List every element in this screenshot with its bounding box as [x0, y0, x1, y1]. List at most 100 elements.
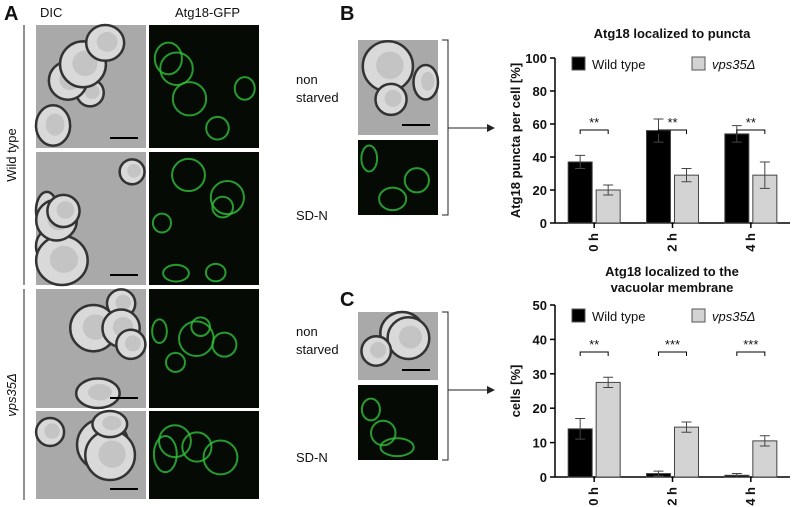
error-bar	[653, 470, 664, 477]
condition-label: non	[296, 324, 318, 339]
bar	[595, 381, 621, 478]
cell	[153, 41, 183, 76]
y-tick-label: 60	[533, 117, 547, 132]
error-bar	[681, 168, 692, 183]
error-bar	[681, 421, 692, 433]
vacuole	[420, 71, 435, 91]
significance-label: **	[589, 337, 599, 352]
legend-swatch	[571, 56, 586, 71]
chart-title: Atg18 localized to puncta	[594, 26, 752, 41]
cell	[171, 81, 208, 117]
bar	[674, 426, 699, 478]
vacuole	[87, 384, 112, 401]
vacuole	[102, 415, 122, 431]
legend-label: Wild type	[592, 57, 645, 72]
vacuole	[376, 51, 404, 80]
cell	[211, 331, 238, 358]
significance-label: ***	[665, 337, 680, 352]
bar	[674, 174, 699, 224]
cell	[360, 397, 381, 422]
vacuole	[127, 163, 141, 178]
micrograph	[149, 25, 259, 148]
cell	[370, 419, 397, 447]
cell	[151, 212, 173, 234]
vacuole	[49, 245, 79, 273]
significance-bracket	[736, 351, 766, 356]
micrograph	[358, 385, 438, 460]
condition-label: starved	[296, 90, 339, 105]
significance-bracket	[736, 129, 766, 134]
panel-label: C	[340, 289, 354, 311]
vacuole	[45, 113, 65, 136]
error-bar	[603, 184, 614, 196]
y-tick-label: 80	[533, 84, 547, 99]
x-tick-label: 4 h	[743, 487, 758, 506]
cell	[379, 437, 415, 458]
bracket-arrow	[442, 311, 494, 461]
vacuole	[115, 294, 131, 311]
y-tick-label: 20	[533, 183, 547, 198]
cell	[204, 262, 227, 283]
row-group-label: Wild type	[4, 128, 19, 181]
bar	[567, 161, 593, 224]
cell	[211, 195, 235, 219]
cell	[209, 179, 245, 216]
cell	[378, 186, 408, 212]
column-header: DIC	[40, 5, 62, 20]
vacuole	[384, 89, 402, 107]
cell	[360, 144, 379, 173]
legend-swatch	[691, 308, 706, 323]
micrographs	[34, 23, 440, 499]
chart-title: Atg18 localized to the	[605, 264, 739, 279]
x-tick-label: 0 h	[586, 233, 601, 252]
chart-title: vacuolar membrane	[611, 280, 734, 295]
vacuole	[56, 201, 75, 219]
legend-label: vps35Δ	[712, 309, 755, 324]
micrograph	[358, 140, 438, 215]
cell	[403, 167, 430, 194]
vacuole	[370, 341, 387, 359]
row-group-label: vps35Δ	[4, 373, 19, 416]
bar	[724, 133, 750, 224]
significance-bracket	[579, 129, 609, 134]
error-bar	[759, 161, 770, 189]
y-tick-label: 0	[540, 470, 547, 485]
legend-label: vps35Δ	[712, 57, 755, 72]
significance-bracket	[658, 351, 687, 356]
significance-label: **	[667, 115, 677, 130]
y-tick-label: 30	[533, 367, 547, 382]
vacuole	[98, 440, 126, 468]
cell	[158, 424, 192, 459]
panel-label: B	[340, 3, 354, 25]
legend-swatch	[571, 308, 586, 323]
y-tick-label: 40	[533, 150, 547, 165]
cell	[205, 115, 230, 141]
legend-swatch	[691, 56, 706, 71]
cell	[202, 439, 239, 476]
x-tick-label: 4 h	[743, 233, 758, 252]
x-tick-label: 2 h	[665, 487, 680, 506]
x-tick-label: 0 h	[586, 487, 601, 506]
cell	[233, 76, 256, 101]
condition-label: SD-N	[296, 450, 328, 465]
bracket-arrow	[442, 39, 494, 216]
vacuole	[84, 84, 100, 100]
cell	[152, 435, 178, 474]
y-tick-label: 20	[533, 401, 547, 416]
vacuole	[82, 314, 109, 340]
cell	[159, 51, 194, 86]
cell	[151, 318, 168, 344]
error-bar	[603, 376, 614, 389]
vacuole	[398, 325, 422, 349]
bar	[646, 130, 671, 224]
vacuole	[96, 32, 118, 52]
cell	[171, 157, 206, 193]
panel-label: A	[4, 3, 18, 25]
condition-label: starved	[296, 342, 339, 357]
condition-label: non	[296, 72, 318, 87]
y-axis-label: Atg18 puncta per cell [%]	[508, 63, 523, 218]
y-tick-label: 0	[540, 216, 547, 231]
micrograph	[149, 289, 259, 408]
vacuole	[72, 50, 98, 76]
